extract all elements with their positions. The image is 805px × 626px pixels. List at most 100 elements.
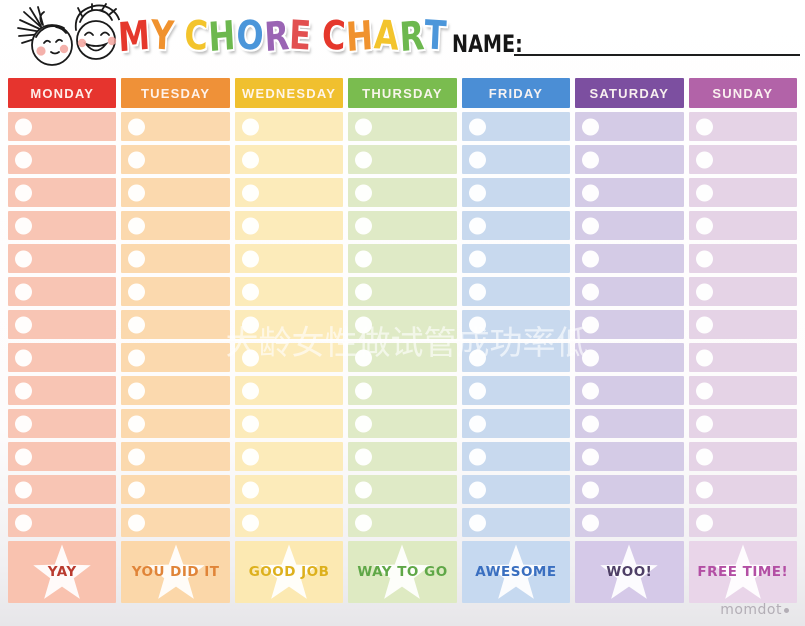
- chore-checkbox-dot[interactable]: [695, 448, 713, 465]
- chore-checkbox-dot[interactable]: [15, 250, 32, 267]
- chore-checkbox-dot[interactable]: [695, 415, 713, 432]
- chore-checkbox-dot[interactable]: [468, 217, 486, 234]
- chore-checkbox-dot[interactable]: [241, 448, 259, 465]
- chore-checkbox-dot[interactable]: [15, 514, 32, 531]
- chore-checkbox-dot[interactable]: [582, 250, 600, 267]
- chore-checkbox-dot[interactable]: [128, 316, 146, 333]
- chore-checkbox-dot[interactable]: [695, 151, 713, 168]
- chore-checkbox-dot[interactable]: [15, 481, 32, 498]
- chore-checkbox-dot[interactable]: [355, 217, 373, 234]
- chore-checkbox-dot[interactable]: [128, 448, 146, 465]
- chore-checkbox-dot[interactable]: [355, 184, 373, 201]
- chore-checkbox-dot[interactable]: [128, 382, 146, 399]
- chore-checkbox-dot[interactable]: [468, 349, 486, 366]
- chore-checkbox-dot[interactable]: [355, 514, 373, 531]
- chore-checkbox-dot[interactable]: [355, 118, 373, 135]
- chore-checkbox-dot[interactable]: [468, 283, 486, 300]
- chore-cell-saturday-row10: [575, 409, 684, 438]
- chore-checkbox-dot[interactable]: [128, 118, 146, 135]
- chore-checkbox-dot[interactable]: [128, 349, 146, 366]
- chore-cell-saturday-row6: [575, 277, 684, 306]
- chore-checkbox-dot[interactable]: [128, 514, 146, 531]
- chore-checkbox-dot[interactable]: [582, 283, 600, 300]
- chore-checkbox-dot[interactable]: [128, 250, 146, 267]
- chore-checkbox-dot[interactable]: [468, 316, 486, 333]
- chore-checkbox-dot[interactable]: [241, 184, 259, 201]
- chore-checkbox-dot[interactable]: [355, 382, 373, 399]
- chore-checkbox-dot[interactable]: [582, 415, 600, 432]
- chore-checkbox-dot[interactable]: [15, 448, 32, 465]
- chore-checkbox-dot[interactable]: [128, 415, 146, 432]
- chore-checkbox-dot[interactable]: [468, 415, 486, 432]
- chore-checkbox-dot[interactable]: [241, 382, 259, 399]
- chore-checkbox-dot[interactable]: [241, 217, 259, 234]
- chore-checkbox-dot[interactable]: [468, 151, 486, 168]
- chore-checkbox-dot[interactable]: [468, 118, 486, 135]
- chore-checkbox-dot[interactable]: [468, 481, 486, 498]
- chore-cell-friday-row9: [461, 376, 571, 405]
- chore-checkbox-dot[interactable]: [241, 316, 259, 333]
- chore-checkbox-dot[interactable]: [15, 217, 32, 234]
- chore-checkbox-dot[interactable]: [128, 481, 146, 498]
- chore-checkbox-dot[interactable]: [15, 316, 32, 333]
- chore-checkbox-dot[interactable]: [128, 151, 146, 168]
- chore-checkbox-dot[interactable]: [582, 514, 600, 531]
- chore-checkbox-dot[interactable]: [128, 217, 146, 234]
- chore-checkbox-dot[interactable]: [15, 184, 32, 201]
- chore-checkbox-dot[interactable]: [241, 118, 259, 135]
- chore-checkbox-dot[interactable]: [355, 481, 373, 498]
- chore-checkbox-dot[interactable]: [355, 283, 373, 300]
- chore-checkbox-dot[interactable]: [695, 283, 713, 300]
- chore-checkbox-dot[interactable]: [695, 514, 713, 531]
- chore-checkbox-dot[interactable]: [241, 250, 259, 267]
- chore-checkbox-dot[interactable]: [15, 349, 32, 366]
- chore-checkbox-dot[interactable]: [695, 118, 713, 135]
- chore-checkbox-dot[interactable]: [15, 151, 32, 168]
- chore-checkbox-dot[interactable]: [355, 151, 373, 168]
- chore-checkbox-dot[interactable]: [355, 349, 373, 366]
- chore-checkbox-dot[interactable]: [582, 184, 600, 201]
- chore-checkbox-dot[interactable]: [695, 250, 713, 267]
- name-label: NAME:: [452, 30, 523, 58]
- chore-checkbox-dot[interactable]: [15, 382, 32, 399]
- chore-checkbox-dot[interactable]: [695, 316, 713, 333]
- chore-checkbox-dot[interactable]: [15, 283, 32, 300]
- chore-checkbox-dot[interactable]: [241, 481, 259, 498]
- chore-checkbox-dot[interactable]: [695, 481, 713, 498]
- chore-checkbox-dot[interactable]: [582, 448, 600, 465]
- chore-checkbox-dot[interactable]: [241, 514, 259, 531]
- chore-cell-tuesday-row1: [121, 112, 230, 141]
- chore-checkbox-dot[interactable]: [241, 151, 259, 168]
- chore-checkbox-dot[interactable]: [241, 283, 259, 300]
- chore-checkbox-dot[interactable]: [468, 514, 486, 531]
- day-header-tuesday: TUESDAY: [121, 78, 230, 108]
- chore-checkbox-dot[interactable]: [128, 184, 146, 201]
- chore-checkbox-dot[interactable]: [582, 382, 600, 399]
- award-label: WOO!: [606, 564, 653, 580]
- chore-checkbox-dot[interactable]: [468, 250, 486, 267]
- chore-cell-saturday-row9: [575, 376, 684, 405]
- chore-checkbox-dot[interactable]: [695, 349, 713, 366]
- chore-checkbox-dot[interactable]: [695, 217, 713, 234]
- chore-checkbox-dot[interactable]: [582, 217, 600, 234]
- chore-checkbox-dot[interactable]: [582, 151, 600, 168]
- chore-checkbox-dot[interactable]: [15, 415, 32, 432]
- chore-checkbox-dot[interactable]: [468, 382, 486, 399]
- chore-checkbox-dot[interactable]: [15, 118, 32, 135]
- chore-checkbox-dot[interactable]: [582, 316, 600, 333]
- chore-checkbox-dot[interactable]: [241, 415, 259, 432]
- chore-checkbox-dot[interactable]: [695, 184, 713, 201]
- chore-checkbox-dot[interactable]: [241, 349, 259, 366]
- chore-checkbox-dot[interactable]: [355, 250, 373, 267]
- chore-checkbox-dot[interactable]: [582, 481, 600, 498]
- chore-checkbox-dot[interactable]: [582, 349, 600, 366]
- chore-checkbox-dot[interactable]: [355, 448, 373, 465]
- chore-checkbox-dot[interactable]: [468, 448, 486, 465]
- chore-checkbox-dot[interactable]: [355, 316, 373, 333]
- name-entry-line[interactable]: [514, 54, 800, 56]
- chore-checkbox-dot[interactable]: [468, 184, 486, 201]
- chore-checkbox-dot[interactable]: [695, 382, 713, 399]
- chore-checkbox-dot[interactable]: [355, 415, 373, 432]
- chore-checkbox-dot[interactable]: [128, 283, 146, 300]
- chore-checkbox-dot[interactable]: [582, 118, 600, 135]
